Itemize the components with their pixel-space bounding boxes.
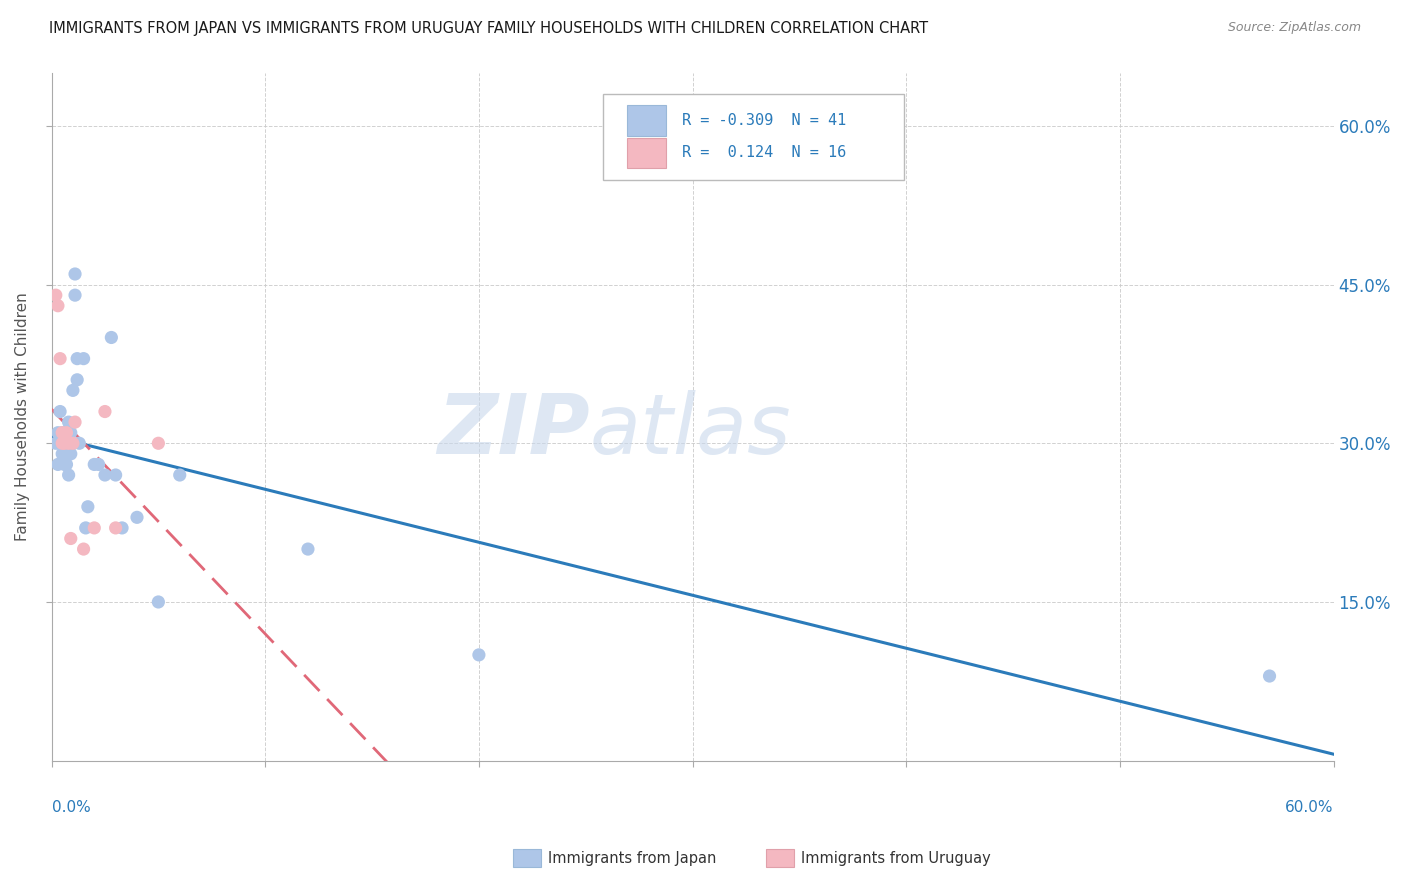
Point (51, 425, 73, 440)
Point (59, 447, 82, 461)
Y-axis label: Family Households with Children: Family Households with Children (15, 293, 30, 541)
Point (58, 415, 80, 429)
Text: IMMIGRANTS FROM JAPAN VS IMMIGRANTS FROM URUGUAY FAMILY HOUSEHOLDS WITH CHILDREN: IMMIGRANTS FROM JAPAN VS IMMIGRANTS FROM… (49, 21, 928, 37)
Point (45, 436, 67, 450)
Point (66, 373, 89, 387)
Point (66, 351, 89, 366)
Point (49, 351, 72, 366)
Point (59, 425, 82, 440)
Point (53, 436, 76, 450)
Text: 0.0%: 0.0% (52, 799, 90, 814)
Point (53, 458, 76, 472)
Point (72, 542, 94, 557)
Point (46, 458, 69, 472)
Point (49, 436, 72, 450)
Text: R = -0.309  N = 41: R = -0.309 N = 41 (682, 113, 846, 128)
Text: Source: ZipAtlas.com: Source: ZipAtlas.com (1227, 21, 1361, 35)
Point (104, 468, 127, 483)
Bar (627, 137, 665, 168)
Point (75, 521, 97, 535)
Point (55, 425, 77, 440)
Point (297, 542, 319, 557)
Point (59, 532, 82, 546)
Point (62, 436, 84, 450)
Point (100, 330, 122, 344)
Point (148, 436, 170, 450)
Point (63, 415, 86, 429)
FancyBboxPatch shape (603, 94, 904, 179)
Point (58, 468, 80, 483)
Text: Immigrants from Uruguay: Immigrants from Uruguay (801, 851, 991, 865)
Point (468, 648, 491, 662)
Point (53, 436, 76, 450)
Point (87, 458, 110, 472)
Text: Immigrants from Japan: Immigrants from Japan (548, 851, 717, 865)
Point (76, 500, 98, 514)
Point (1258, 669, 1281, 683)
Point (72, 351, 94, 366)
Point (45, 288, 67, 302)
Point (148, 595, 170, 609)
Point (63, 267, 86, 281)
Point (83, 521, 105, 535)
Point (104, 521, 127, 535)
Point (51, 436, 73, 450)
Text: 60.0%: 60.0% (1285, 799, 1334, 814)
Point (46, 425, 69, 440)
Point (125, 510, 148, 524)
Point (58, 436, 80, 450)
Text: ZIP: ZIP (437, 390, 591, 471)
Bar (627, 105, 665, 136)
Text: atlas: atlas (591, 390, 792, 471)
Point (51, 425, 73, 440)
Point (111, 521, 134, 535)
Point (55, 458, 77, 472)
Point (62, 384, 84, 398)
Point (58, 436, 80, 450)
Point (169, 468, 191, 483)
Point (67, 436, 90, 450)
Point (51, 436, 73, 450)
Point (94, 404, 117, 418)
Point (62, 436, 84, 450)
Point (53, 436, 76, 450)
Point (63, 288, 86, 302)
Point (55, 425, 77, 440)
Point (46, 299, 69, 313)
Point (94, 468, 117, 483)
Point (83, 458, 105, 472)
Text: R =  0.124  N = 16: R = 0.124 N = 16 (682, 145, 846, 161)
Point (49, 404, 72, 418)
Point (51, 447, 73, 461)
Point (55, 447, 77, 461)
